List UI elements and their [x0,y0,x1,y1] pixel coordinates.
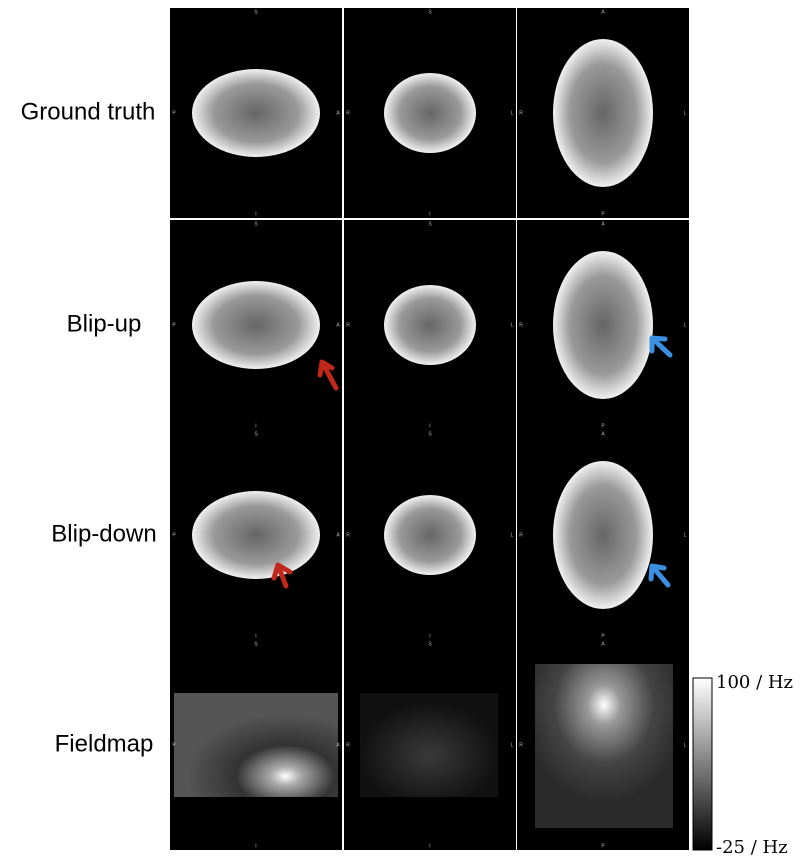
colorbar [693,678,712,850]
orientation-label: I [255,423,256,429]
orientation-label: I [255,633,256,639]
brain-sagittal [192,491,320,579]
brain-coronal [384,285,476,365]
orientation-label: L [511,322,514,328]
brain-sagittal [192,281,320,369]
orientation-label: R [346,322,350,328]
orientation-label: L [511,532,514,538]
fieldmap-sagittal [174,693,338,797]
fieldmap-coronal [360,693,498,797]
orientation-label: L [511,742,514,748]
orientation-label: R [519,322,523,328]
orientation-label: I [429,633,430,639]
row-label: Ground truth [21,98,156,125]
orientation-label: I [255,843,256,849]
orientation-label: R [346,110,350,116]
row-label: Blip-down [51,520,156,547]
brain-axial [553,39,653,187]
fieldmap-axial [535,664,673,828]
row-label: Blip-up [67,310,142,337]
brain-axial [553,251,653,399]
orientation-label: R [519,532,523,538]
orientation-label: I [255,211,256,217]
orientation-label: L [511,110,514,116]
orientation-label: I [429,423,430,429]
orientation-label: L [684,322,687,328]
colorbar-min-label: -25 / Hz [716,837,788,858]
orientation-label: R [519,742,523,748]
orientation-label: R [346,742,350,748]
orientation-label: L [684,532,687,538]
orientation-label: R [519,110,523,116]
brain-axial [553,461,653,609]
orientation-label: R [346,532,350,538]
colorbar-max-label: 100 / Hz [716,672,793,693]
orientation-label: L [684,742,687,748]
row-label: Fieldmap [55,730,154,757]
orientation-label: I [429,211,430,217]
orientation-label: I [429,843,430,849]
figure: SIPASIRLAPRLSIPASIRLAPRLSIPASIRLAPRLSIPA… [0,0,812,859]
brain-sagittal [192,69,320,157]
brain-coronal [384,495,476,575]
brain-coronal [384,73,476,153]
orientation-label: L [684,110,687,116]
